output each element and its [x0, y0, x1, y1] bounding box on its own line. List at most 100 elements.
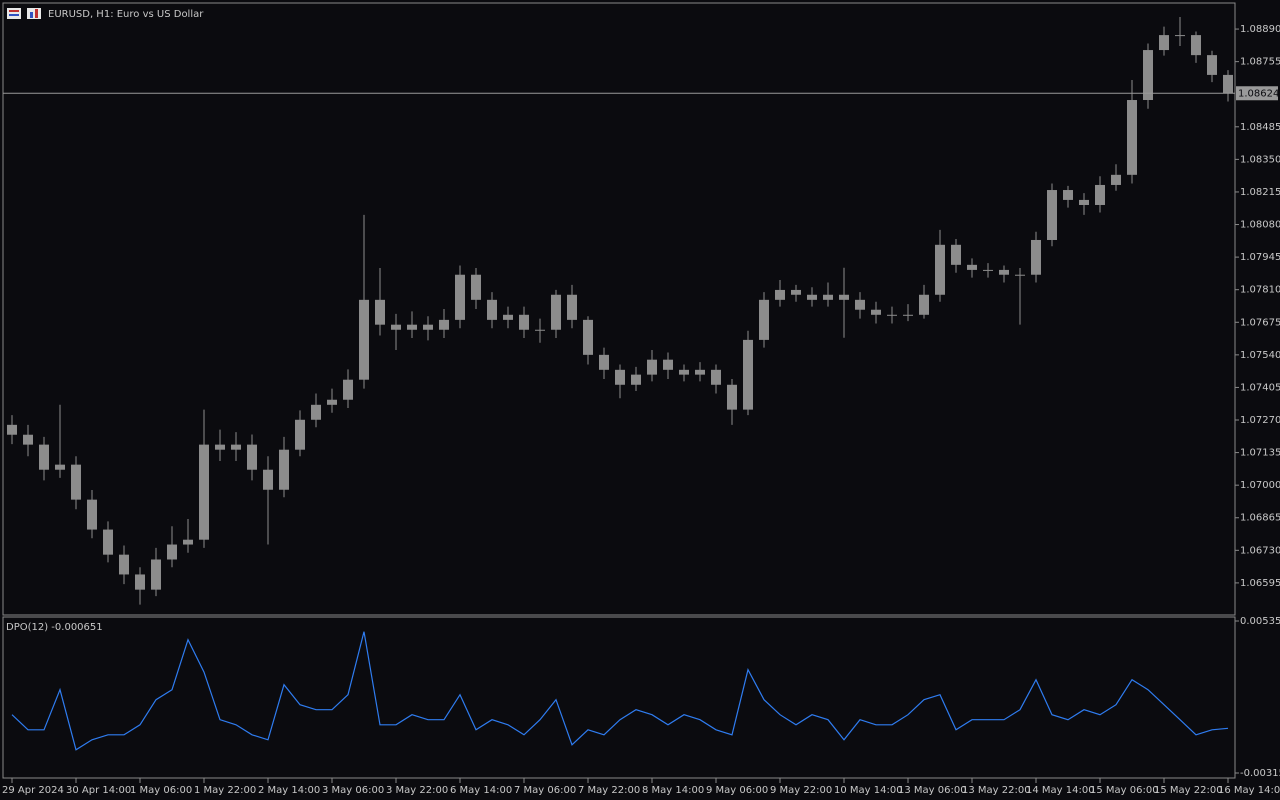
x-tick-label: 9 May 06:00: [706, 785, 768, 796]
candle-body: [839, 294, 849, 300]
candle-body: [647, 359, 657, 375]
candle-body: [119, 554, 129, 575]
candle-body: [711, 369, 721, 385]
candle-body: [311, 404, 321, 420]
candle-body: [615, 369, 625, 385]
candle-body: [471, 274, 481, 300]
candle-body: [391, 324, 401, 330]
candle-body: [295, 419, 305, 450]
candle-body: [407, 324, 417, 330]
candle-body: [327, 399, 337, 405]
y-tick-label: 1.08755: [1240, 57, 1280, 68]
candle-body: [503, 314, 513, 320]
y-tick-label: 1.07000: [1240, 480, 1280, 491]
candle-body: [455, 274, 465, 320]
candle-body: [967, 264, 977, 270]
candle-body: [1063, 190, 1073, 200]
y-tick-label: 1.07135: [1240, 448, 1280, 459]
y-tick-label: -0.003151: [1240, 768, 1280, 779]
menu-icon-stripe: [9, 10, 19, 12]
x-tick-label: 3 May 22:00: [386, 785, 448, 796]
indicator-title: DPO(12) -0.000651: [6, 622, 103, 633]
candle-body: [519, 314, 529, 330]
candle-body: [759, 299, 769, 340]
candle-body: [1111, 174, 1121, 185]
candle-body: [919, 294, 929, 315]
candle-body: [727, 384, 737, 410]
candle-body: [823, 294, 833, 300]
chart-icon: [27, 8, 41, 19]
candle-body: [1095, 184, 1105, 205]
candle-body: [1015, 274, 1025, 276]
candle-body: [599, 354, 609, 370]
candle-body: [39, 444, 49, 470]
y-tick-label: 1.08485: [1240, 122, 1280, 133]
y-tick-label: 1.07945: [1240, 252, 1280, 263]
chart-icon-bar: [35, 9, 38, 18]
candle-body: [887, 314, 897, 316]
candle-body: [1159, 35, 1169, 51]
candle-body: [983, 269, 993, 271]
x-tick-label: 7 May 22:00: [578, 785, 640, 796]
y-tick-label: 1.06595: [1240, 578, 1280, 589]
x-tick-label: 2 May 14:00: [258, 785, 320, 796]
candle-body: [1207, 55, 1217, 75]
candle-body: [183, 539, 193, 545]
x-tick-label: 10 May 14:00: [834, 785, 903, 796]
y-tick-label: 1.06865: [1240, 513, 1280, 524]
candle-body: [871, 309, 881, 315]
y-tick-label: 0.005358: [1240, 616, 1280, 627]
candle-body: [663, 359, 673, 370]
candle-body: [551, 294, 561, 330]
candle-body: [743, 339, 753, 410]
candle-body: [775, 289, 785, 300]
candle-body: [791, 289, 801, 295]
y-tick-label: 1.07405: [1240, 382, 1280, 393]
candle-body: [903, 314, 913, 316]
candle-body: [151, 559, 161, 590]
chart-title: EURUSD, H1: Euro vs US Dollar: [48, 9, 204, 20]
candle-body: [263, 469, 273, 490]
x-tick-label: 15 May 06:00: [1090, 785, 1159, 796]
chart-icon-bar: [30, 12, 33, 18]
candle-body: [487, 299, 497, 320]
main-panel-frame: [2, 2, 1236, 616]
menu-icon: [7, 8, 21, 19]
candle-body: [567, 294, 577, 320]
y-tick-label: 1.08890: [1240, 24, 1280, 35]
menu-icon-stripe: [9, 14, 19, 16]
current-price-box: [1236, 86, 1278, 101]
candle-body: [807, 294, 817, 300]
y-tick-label: 1.08215: [1240, 187, 1280, 198]
candle-body: [247, 444, 257, 470]
y-tick-label: 1.06730: [1240, 545, 1280, 556]
candle-body: [1079, 199, 1089, 205]
x-tick-label: 9 May 22:00: [770, 785, 832, 796]
x-tick-label: 15 May 22:00: [1154, 785, 1223, 796]
indicator-line: [11, 631, 1229, 751]
x-tick-label: 14 May 14:00: [1026, 785, 1095, 796]
candle-body: [679, 369, 689, 375]
candle-body: [55, 464, 65, 470]
candle-body: [1175, 35, 1185, 37]
candle-body: [215, 444, 225, 450]
candle-body: [231, 444, 241, 450]
candle-body: [1127, 100, 1137, 175]
x-tick-label: 3 May 06:00: [322, 785, 384, 796]
candle-body: [23, 434, 33, 445]
x-tick-label: 7 May 06:00: [514, 785, 576, 796]
y-tick-label: 1.07540: [1240, 350, 1280, 361]
candle-body: [1031, 239, 1041, 275]
y-tick-label: 1.07270: [1240, 415, 1280, 426]
y-tick-label: 1.08080: [1240, 220, 1280, 231]
candle-body: [359, 299, 369, 380]
candle-body: [7, 424, 17, 435]
indicator-panel-frame: [2, 616, 1236, 779]
x-tick-label: 1 May 06:00: [130, 785, 192, 796]
y-tick-label: 1.08350: [1240, 154, 1280, 165]
candle-body: [1047, 190, 1057, 240]
candle-body: [951, 244, 961, 265]
current-price-label: 1.08624: [1238, 88, 1279, 99]
candle-body: [375, 299, 385, 325]
